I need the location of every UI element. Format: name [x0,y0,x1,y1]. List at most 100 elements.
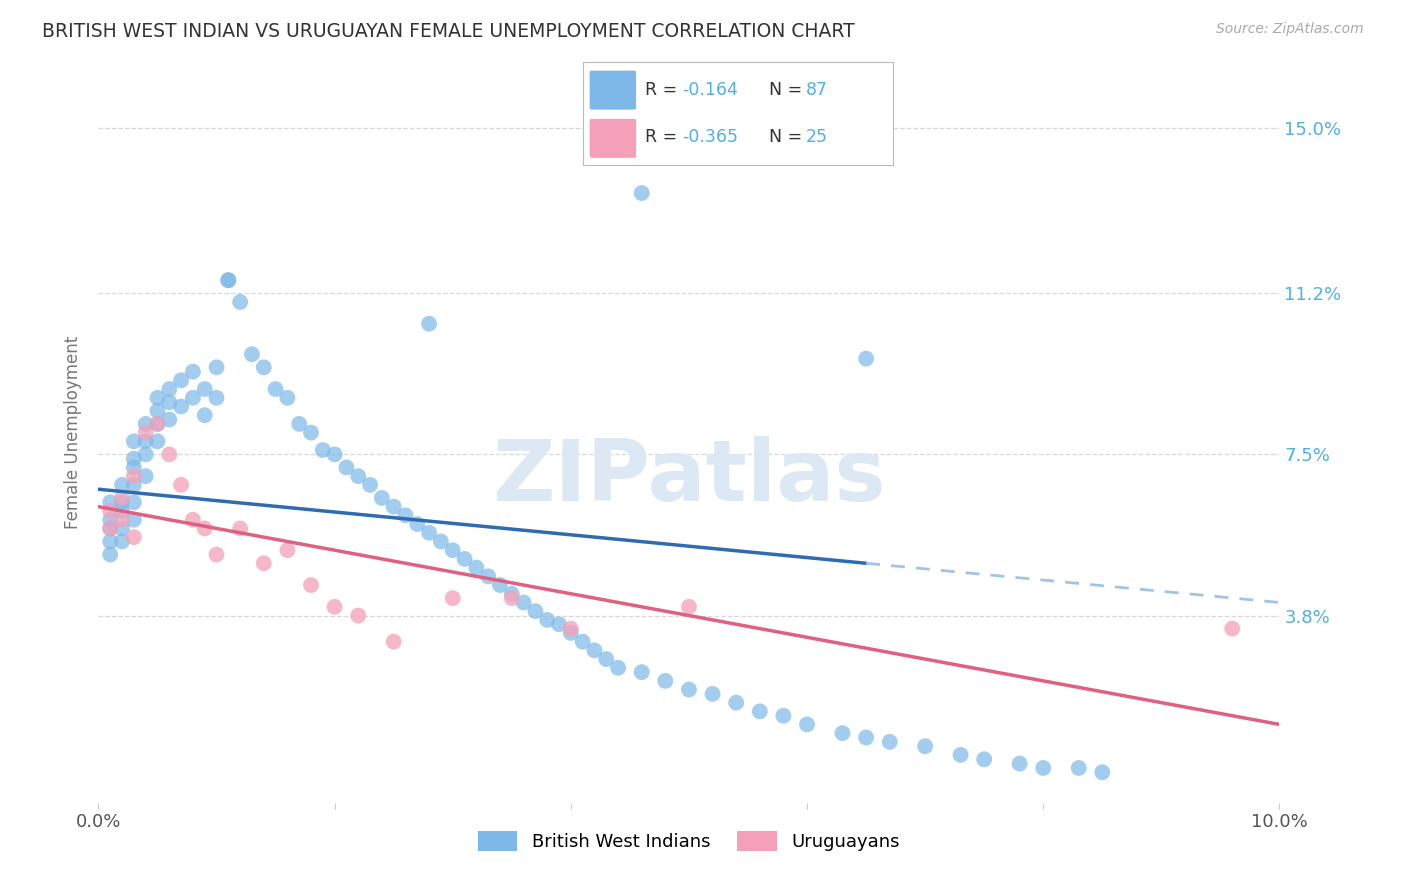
Point [122,451,145,466]
Text: R =: R = [645,81,683,99]
Point [157,395,180,409]
Point [949,747,972,762]
Point [205,548,228,562]
Point [394,508,416,523]
Point [382,500,405,514]
Text: -0.164: -0.164 [682,81,738,99]
Point [312,443,335,458]
Point [157,412,180,426]
Point [335,460,357,475]
Point [240,347,263,361]
Point [595,652,617,666]
Point [973,752,995,766]
Point [654,673,676,688]
Point [536,613,558,627]
Point [122,460,145,475]
Text: BRITISH WEST INDIAN VS URUGUAYAN FEMALE UNEMPLOYMENT CORRELATION CHART: BRITISH WEST INDIAN VS URUGUAYAN FEMALE … [42,22,855,41]
Point [630,186,652,200]
Point [678,599,700,614]
Point [181,513,204,527]
Text: N =: N = [769,128,808,146]
Point [359,478,381,492]
Point [122,478,145,492]
Point [135,469,157,483]
Point [288,417,311,431]
Point [560,622,582,636]
Point [607,661,630,675]
Y-axis label: Female Unemployment: Female Unemployment [65,336,83,529]
Point [194,408,217,422]
Point [276,543,298,558]
Point [229,295,252,310]
Point [111,495,134,509]
Point [111,478,134,492]
Point [146,404,169,418]
Point [406,517,429,532]
Point [157,447,180,461]
Point [111,504,134,518]
Point [512,595,534,609]
Point [122,513,145,527]
Point [299,578,322,592]
Point [253,556,276,570]
Point [548,617,571,632]
FancyBboxPatch shape [589,70,636,110]
Point [702,687,724,701]
Point [1220,622,1243,636]
Point [98,548,121,562]
Point [772,708,794,723]
Point [1008,756,1031,771]
Point [583,643,606,657]
Point [382,634,405,648]
Point [501,587,523,601]
Point [323,447,346,461]
Text: -0.365: -0.365 [682,128,738,146]
Point [855,731,877,745]
Point [465,560,488,574]
Point [1067,761,1090,775]
Point [181,365,204,379]
Point [524,604,547,618]
Point [748,704,770,718]
Point [111,513,134,527]
Point [122,469,145,483]
Point [1032,761,1054,775]
Point [347,608,370,623]
Point [181,391,204,405]
Point [111,534,134,549]
Point [146,434,169,449]
Point [170,373,193,387]
Point [571,634,593,648]
Point [253,360,276,375]
Point [879,735,901,749]
Text: Source: ZipAtlas.com: Source: ZipAtlas.com [1216,22,1364,37]
Text: 87: 87 [806,81,828,99]
Point [170,400,193,414]
Point [430,534,453,549]
Point [157,382,180,396]
Point [122,530,145,544]
Point [98,495,121,509]
Point [205,391,228,405]
Point [146,417,169,431]
Point [630,665,652,680]
Text: R =: R = [645,128,683,146]
Point [135,425,157,440]
Point [98,513,121,527]
Point [146,391,169,405]
Point [831,726,853,740]
Point [98,521,121,535]
Legend: British West Indians, Uruguayans: British West Indians, Uruguayans [468,822,910,861]
Point [796,717,818,731]
Point [560,626,582,640]
Point [477,569,499,583]
Point [194,382,217,396]
Point [323,599,346,614]
Point [217,273,239,287]
Point [111,521,134,535]
Point [146,417,169,431]
Point [725,696,748,710]
Point [678,682,700,697]
Point [98,534,121,549]
Point [371,491,394,505]
